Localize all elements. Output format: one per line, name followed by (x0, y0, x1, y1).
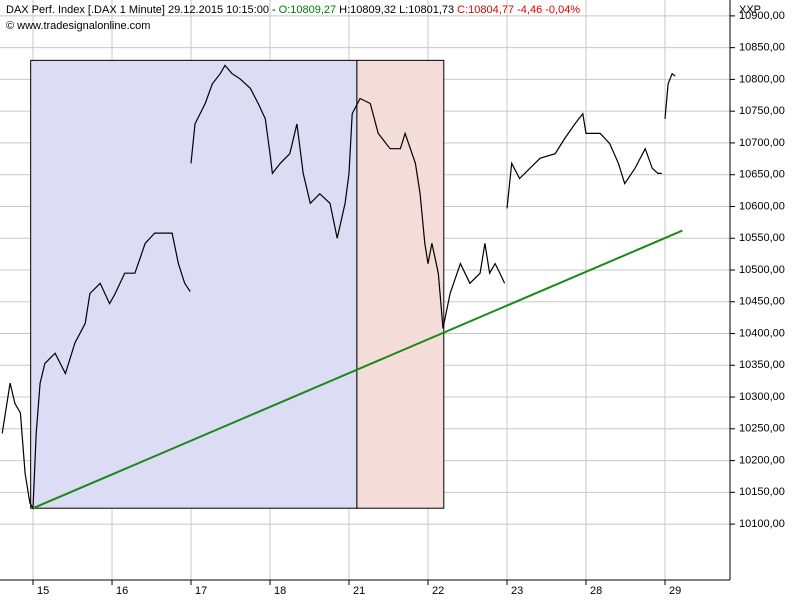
y-tick-label: 10100,00 (739, 518, 785, 530)
y-tick-label: 10200,00 (739, 454, 785, 466)
y-tick-label: 10150,00 (739, 486, 785, 498)
y-tick-label: 10900,00 (739, 10, 785, 22)
y-tick-label: 10850,00 (739, 42, 785, 54)
title-part: DAX Perf. Index [.DAX 1 Minute] 29.12.20… (6, 4, 276, 16)
y-tick-label: 10450,00 (739, 296, 785, 308)
chart-title: DAX Perf. Index [.DAX 1 Minute] 29.12.20… (6, 4, 580, 16)
y-tick-label: 10550,00 (739, 232, 785, 244)
x-tick-label: 17 (195, 585, 207, 597)
y-tick-label: 10400,00 (739, 327, 785, 339)
highlight-box (356, 59, 445, 509)
x-tick-label: 18 (274, 585, 286, 597)
chart-subtitle: © www.tradesignalonline.com (6, 20, 150, 32)
y-tick-label: 10500,00 (739, 264, 785, 276)
x-tick-label: 22 (432, 585, 444, 597)
x-tick-label: 21 (353, 585, 365, 597)
title-part: C:10804,77 -4,46 -0,04% (457, 4, 580, 16)
y-tick-label: 10800,00 (739, 73, 785, 85)
y-tick-label: 10700,00 (739, 137, 785, 149)
title-part: O:10809,27 (279, 4, 337, 16)
corner-label: XXP (739, 4, 761, 16)
y-tick-label: 10750,00 (739, 105, 785, 117)
trend-line (32, 229, 683, 510)
y-tick-label: 10650,00 (739, 169, 785, 181)
x-tick-label: 23 (511, 585, 523, 597)
x-tick-label: 16 (116, 585, 128, 597)
x-tick-label: 15 (37, 585, 49, 597)
title-part: H:10809,32 L:10801,73 (339, 4, 454, 16)
x-tick-label: 29 (669, 585, 681, 597)
x-tick-label: 28 (590, 585, 602, 597)
price-line (1, 64, 676, 511)
y-tick-label: 10350,00 (739, 359, 785, 371)
y-tick-label: 10300,00 (739, 391, 785, 403)
y-tick-label: 10250,00 (739, 423, 785, 435)
y-tick-label: 10600,00 (739, 200, 785, 212)
highlight-box (30, 59, 358, 509)
